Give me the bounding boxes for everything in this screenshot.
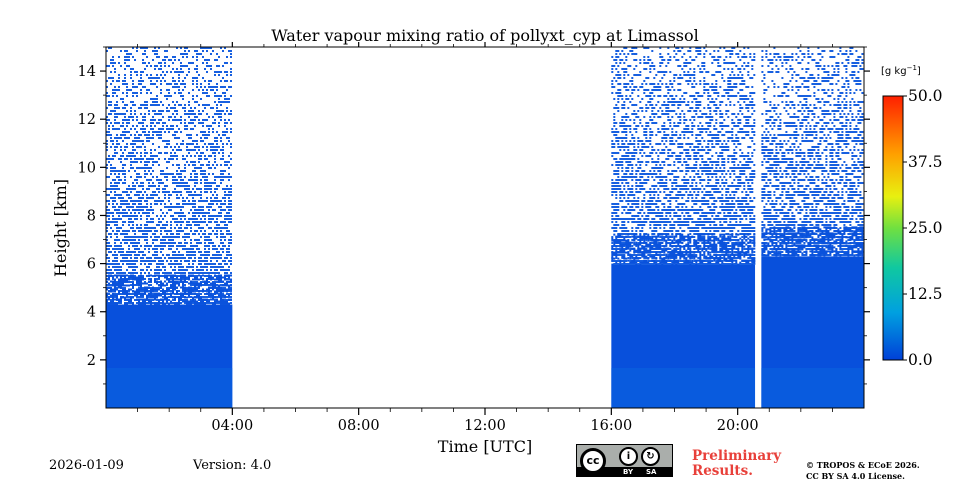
surface-layer — [761, 368, 864, 408]
sa-label: SA — [646, 468, 657, 476]
preliminary-line1: Preliminary — [692, 448, 782, 464]
copyright-line2: CC BY SA 4.0 License. — [806, 471, 905, 481]
colorbar-ticks: 0.0 12.5 25.0 37.5 50.0 — [903, 87, 943, 369]
colorbar-unit: [g kg−1] — [881, 64, 921, 77]
x-axis: 04:00 08:00 12:00 16:00 20:00 — [137, 42, 833, 434]
transition-zone — [611, 233, 756, 264]
cc-license-badge: cc i ↻ BY SA — [576, 444, 673, 477]
x-axis-label: Time [UTC] — [438, 437, 532, 456]
x-tick-label: 20:00 — [717, 418, 759, 434]
sparse-signal — [761, 47, 864, 256]
chart-title: Water vapour mixing ratio of pollyxt_cyp… — [271, 26, 698, 45]
copyright: © TROPOS & ECoE 2026. CC BY SA 4.0 Licen… — [806, 460, 920, 482]
footer-date: 2026-01-09 — [49, 458, 124, 473]
y-axis: 2 4 6 8 10 12 14 — [78, 46, 870, 385]
x-tick-label: 12:00 — [464, 418, 506, 434]
colorbar-tick-label: 0.0 — [908, 351, 933, 369]
segment-1 — [106, 47, 233, 408]
y-tick-label: 2 — [87, 353, 96, 369]
sparse-signal — [106, 47, 232, 304]
y-axis-label: Height [km] — [51, 179, 70, 277]
segment-3 — [761, 47, 864, 408]
colorbar-tick-label: 37.5 — [908, 153, 943, 171]
surface-layer — [106, 368, 233, 408]
colorbar-tick-label: 12.5 — [908, 285, 943, 303]
preliminary-line2: Results. — [692, 463, 753, 479]
segment-2 — [611, 47, 756, 408]
by-icon: i — [619, 447, 638, 466]
surface-layer — [611, 368, 756, 408]
by-label: BY — [623, 468, 634, 476]
y-tick-label: 12 — [78, 112, 96, 128]
transition-zone — [761, 226, 864, 257]
x-tick-label: 04:00 — [211, 418, 253, 434]
data-segments — [106, 47, 864, 408]
colorbar — [882, 95, 904, 361]
y-tick-label: 14 — [78, 64, 96, 80]
copyright-line1: © TROPOS & ECoE 2026. — [806, 460, 920, 470]
sparse-signal — [611, 47, 756, 265]
y-tick-label: 8 — [87, 208, 96, 224]
x-tick-label: 16:00 — [590, 418, 632, 434]
y-tick-label: 6 — [87, 257, 96, 273]
colorbar-tick-label: 25.0 — [908, 219, 943, 237]
transition-zone — [106, 274, 232, 305]
y-tick-label: 4 — [87, 305, 96, 321]
colorbar-tick-label: 50.0 — [908, 87, 943, 105]
cc-icon: cc — [580, 448, 606, 474]
footer-version: Version: 4.0 — [193, 458, 272, 473]
preliminary-results: Preliminary Results. — [692, 449, 781, 479]
sa-icon: ↻ — [641, 447, 660, 466]
x-tick-label: 08:00 — [338, 418, 380, 434]
badge-strip — [577, 467, 672, 476]
y-tick-label: 10 — [78, 160, 96, 176]
